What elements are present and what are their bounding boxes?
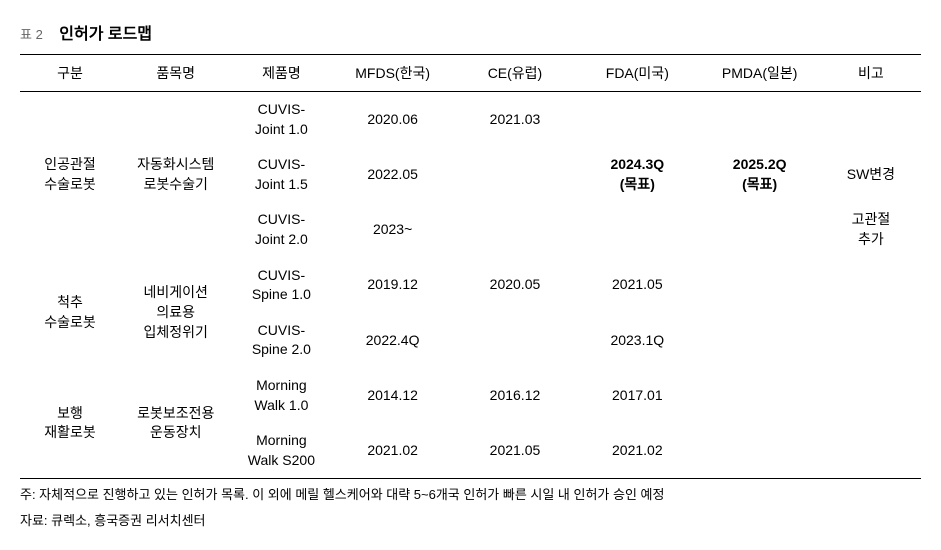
cell-product: CUVIS-Joint 1.5 <box>231 147 331 202</box>
cell-category: 인공관절수술로봇 <box>20 92 120 258</box>
col-header-item: 품목명 <box>120 55 231 92</box>
cell-mfds: 2022.05 <box>331 147 453 202</box>
cell-category: 보행재활로봇 <box>20 368 120 479</box>
cell-fda: 2021.02 <box>576 423 698 479</box>
cell-mfds: 2020.06 <box>331 92 453 148</box>
col-header-pmda: PMDA(일본) <box>698 55 820 92</box>
cell-note <box>821 258 921 313</box>
cell-ce: 2016.12 <box>454 368 576 423</box>
cell-note: SW변경 <box>821 147 921 202</box>
cell-ce: 2021.05 <box>454 423 576 479</box>
cell-product: MorningWalk S200 <box>231 423 331 479</box>
cell-note <box>821 368 921 423</box>
cell-ce: 2020.05 <box>454 258 576 313</box>
cell-fda: 2017.01 <box>576 368 698 423</box>
cell-pmda <box>698 423 820 479</box>
cell-mfds: 2023~ <box>331 202 453 257</box>
cell-fda <box>576 202 698 257</box>
cell-note: 고관절추가 <box>821 202 921 257</box>
cell-product: MorningWalk 1.0 <box>231 368 331 423</box>
cell-category: 척추수술로봇 <box>20 258 120 368</box>
table-row: 척추수술로봇네비게이션의료용입체정위기CUVIS-Spine 1.02019.1… <box>20 258 921 313</box>
cell-product: CUVIS-Spine 1.0 <box>231 258 331 313</box>
footnote-2: 자료: 큐렉소, 흥국증권 리서치센터 <box>20 511 921 531</box>
col-header-category: 구분 <box>20 55 120 92</box>
cell-pmda <box>698 258 820 313</box>
cell-note <box>821 313 921 368</box>
cell-fda: 2023.1Q <box>576 313 698 368</box>
col-header-fda: FDA(미국) <box>576 55 698 92</box>
table-header-row: 구분 품목명 제품명 MFDS(한국) CE(유럽) FDA(미국) PMDA(… <box>20 55 921 92</box>
cell-ce: 2021.03 <box>454 92 576 148</box>
cell-pmda <box>698 313 820 368</box>
cell-mfds: 2014.12 <box>331 368 453 423</box>
cell-pmda <box>698 92 820 148</box>
cell-ce <box>454 313 576 368</box>
table-label: 표 2 <box>20 24 43 43</box>
cell-product: CUVIS-Joint 2.0 <box>231 202 331 257</box>
cell-mfds: 2021.02 <box>331 423 453 479</box>
cell-mfds: 2022.4Q <box>331 313 453 368</box>
cell-pmda <box>698 202 820 257</box>
table-row: 인공관절수술로봇자동화시스템로봇수술기CUVIS-Joint 1.02020.0… <box>20 92 921 148</box>
col-header-note: 비고 <box>821 55 921 92</box>
cell-fda: 2021.05 <box>576 258 698 313</box>
cell-ce <box>454 202 576 257</box>
cell-item: 네비게이션의료용입체정위기 <box>120 258 231 368</box>
cell-fda <box>576 92 698 148</box>
cell-product: CUVIS-Joint 1.0 <box>231 92 331 148</box>
table-row: 보행재활로봇로봇보조전용운동장치MorningWalk 1.02014.1220… <box>20 368 921 423</box>
col-header-product: 제품명 <box>231 55 331 92</box>
cell-ce <box>454 147 576 202</box>
cell-product: CUVIS-Spine 2.0 <box>231 313 331 368</box>
table-header: 표 2 인허가 로드맵 <box>20 20 921 44</box>
cell-item: 로봇보조전용운동장치 <box>120 368 231 479</box>
cell-note <box>821 423 921 479</box>
col-header-mfds: MFDS(한국) <box>331 55 453 92</box>
cell-item: 자동화시스템로봇수술기 <box>120 92 231 258</box>
roadmap-table: 구분 품목명 제품명 MFDS(한국) CE(유럽) FDA(미국) PMDA(… <box>20 54 921 479</box>
cell-mfds: 2019.12 <box>331 258 453 313</box>
footnote-1: 주: 자체적으로 진행하고 있는 인허가 목록. 이 외에 메릴 헬스케어와 대… <box>20 485 921 505</box>
cell-note <box>821 92 921 148</box>
cell-pmda <box>698 368 820 423</box>
table-title: 인허가 로드맵 <box>59 20 152 44</box>
col-header-ce: CE(유럽) <box>454 55 576 92</box>
cell-fda: 2024.3Q(목표) <box>576 147 698 202</box>
table-body: 인공관절수술로봇자동화시스템로봇수술기CUVIS-Joint 1.02020.0… <box>20 92 921 479</box>
cell-pmda: 2025.2Q(목표) <box>698 147 820 202</box>
